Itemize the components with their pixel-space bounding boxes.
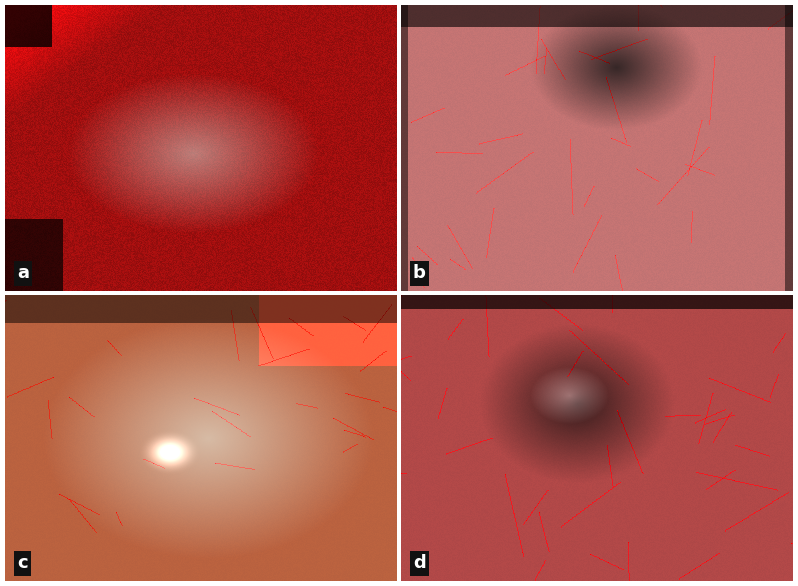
Text: a: a [17, 264, 29, 282]
Text: b: b [413, 264, 425, 282]
Text: d: d [413, 554, 425, 573]
Text: c: c [17, 554, 27, 573]
